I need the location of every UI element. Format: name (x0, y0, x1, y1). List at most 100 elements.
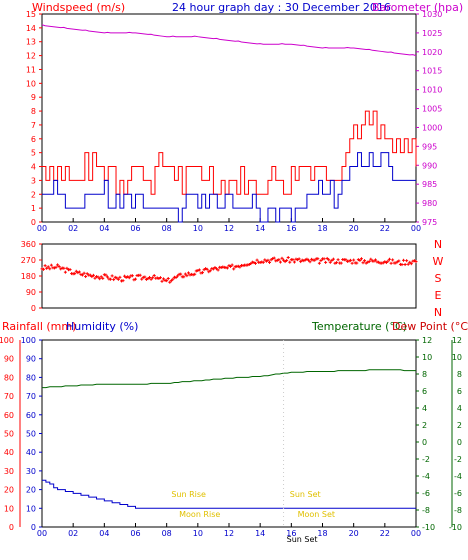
temperature-x-tick-label: 04 (99, 529, 109, 538)
humidity-y-tick-label: 30 (26, 467, 36, 476)
temperature-y-tick-label: -10 (422, 523, 435, 532)
humidity-y-tick-label: 40 (26, 448, 36, 457)
rainfall-y-tick-label: 40 (4, 448, 14, 457)
temperature-y-tick-label: 12 (422, 336, 432, 345)
windspeed-y-tick-label: 10 (26, 79, 36, 88)
compass-label: E (435, 289, 442, 302)
barometer-line (41, 24, 417, 57)
windspeed-y-tick-label: 5 (31, 149, 36, 158)
windspeed-axis-label: Windspeed (m/s) (32, 1, 125, 14)
windspeed-y-tick-label: 0 (31, 218, 36, 227)
windspeed-y-tick-label: 8 (31, 107, 36, 116)
temperature-x-tick-label: 02 (68, 529, 78, 538)
wind-x-tick-label: 20 (349, 224, 359, 233)
dew-point-y-tick-label: -8 (454, 506, 462, 515)
wind-x-tick-label: 22 (380, 224, 390, 233)
rainfall-y-tick-label: 80 (4, 373, 14, 382)
rainfall-y-tick-label: 20 (4, 486, 14, 495)
rainfall-y-tick-label: 10 (4, 504, 14, 513)
temperature-x-tick-label: 20 (349, 529, 359, 538)
temperature-y-tick-label: -6 (422, 489, 430, 498)
barometer-y-tick-label: 980 (422, 199, 437, 208)
wind-barometer-panel: 0123456789101112131415975980985990995100… (26, 10, 443, 233)
rainfall-y-tick-label: 60 (4, 411, 14, 420)
temperature-y-tick-label: -4 (422, 472, 430, 481)
windspeed-y-tick-label: 12 (26, 52, 36, 61)
barometer-y-tick-label: 985 (422, 180, 437, 189)
direction-y-tick-label: 360 (21, 240, 36, 249)
rainfall-y-tick-label: 0 (9, 523, 14, 532)
humidity-y-tick-label: 20 (26, 486, 36, 495)
barometer-y-tick-label: 1020 (422, 48, 442, 57)
wind-x-tick-label: 16 (286, 224, 296, 233)
dew-point-y-tick-label: 4 (457, 404, 462, 413)
wind-x-tick-label: 04 (99, 224, 109, 233)
dew-point-y-tick-label: -10 (449, 523, 462, 532)
windspeed-y-tick-label: 4 (31, 163, 36, 172)
gust-series-line (42, 110, 417, 195)
rainfall-y-tick-label: 90 (4, 355, 14, 364)
dew-point-y-tick-label: 2 (457, 421, 462, 430)
temperature-y-tick-label: 10 (422, 353, 432, 362)
temperature-x-tick-label: 00 (37, 529, 47, 538)
humidity-y-tick-label: 90 (26, 355, 36, 364)
dew-point-y-tick-label: 0 (457, 438, 462, 447)
direction-y-tick-label: 180 (21, 272, 36, 281)
humidity-axis-label: Humidity (%) (66, 320, 138, 333)
dew-point-y-tick-label: 6 (457, 387, 462, 396)
barometer-y-tick-label: 990 (422, 161, 437, 170)
temperature-x-tick-label: 06 (130, 529, 140, 538)
temperature-y-tick-label: 8 (422, 370, 427, 379)
wind-x-tick-label: 08 (162, 224, 172, 233)
temperature-y-tick-label: -8 (422, 506, 430, 515)
humidity-y-tick-label: 10 (26, 504, 36, 513)
rainfall-y-tick-label: 50 (4, 430, 14, 439)
humidity-y-tick-label: 80 (26, 373, 36, 382)
temperature-line (42, 369, 416, 389)
temperature-x-tick-label: 00 (411, 529, 421, 538)
wind-x-tick-label: 14 (255, 224, 265, 233)
temperature-y-tick-label: 6 (422, 387, 427, 396)
temperature-axis-label: Temperature (°C) (311, 320, 407, 333)
dew-point-y-tick-label: -4 (454, 472, 462, 481)
barometer-y-tick-label: 1000 (422, 123, 442, 132)
windspeed-y-tick-label: 9 (31, 93, 36, 102)
sun-moon-event-label: Sun Set (290, 490, 321, 499)
windspeed-y-tick-label: 7 (31, 121, 36, 130)
chart-title: 24 hour graph day : 30 December 2016 (172, 1, 391, 14)
sun-moon-event-label: Sun Set (287, 535, 318, 544)
wind-x-tick-label: 18 (317, 224, 327, 233)
dew-point-y-tick-label: 10 (452, 353, 462, 362)
temperature-y-tick-label: 2 (422, 421, 427, 430)
wind-x-tick-label: 06 (130, 224, 140, 233)
windspeed-y-tick-label: 13 (26, 38, 36, 47)
rainfall-y-tick-label: 30 (4, 467, 14, 476)
dew-point-y-tick-label: 8 (457, 370, 462, 379)
dew-point-y-tick-label: 12 (452, 336, 462, 345)
temperature-x-tick-label: 08 (162, 529, 172, 538)
direction-y-tick-label: 0 (31, 304, 36, 313)
barometer-axis-label: Barometer (hpa) (372, 1, 463, 14)
barometer-y-tick-label: 975 (422, 218, 437, 227)
humidity-y-tick-label: 60 (26, 411, 36, 420)
dew-point-y-tick-label: -2 (454, 455, 462, 464)
humidity-line (42, 479, 416, 509)
humidity-y-tick-label: 50 (26, 430, 36, 439)
temperature-x-tick-label: 12 (224, 529, 234, 538)
temperature-y-tick-label: 0 (422, 438, 427, 447)
temperature-x-tick-label: 16 (286, 529, 296, 538)
direction-y-tick-label: 270 (21, 256, 36, 265)
barometer-y-tick-label: 1010 (422, 86, 442, 95)
compass-label: S (435, 272, 442, 285)
temperature-x-tick-label: 14 (255, 529, 265, 538)
wind-x-tick-label: 12 (224, 224, 234, 233)
temperature-x-tick-label: 22 (380, 529, 390, 538)
windspeed-y-tick-label: 2 (31, 190, 36, 199)
wind-x-tick-label: 00 (411, 224, 421, 233)
humidity-y-tick-label: 70 (26, 392, 36, 401)
compass-label: N (434, 306, 442, 319)
barometer-y-tick-label: 995 (422, 142, 437, 151)
